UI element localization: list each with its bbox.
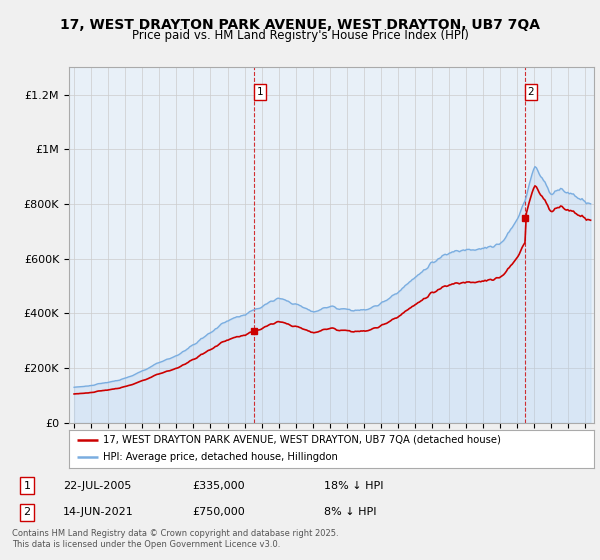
Text: 18% ↓ HPI: 18% ↓ HPI [324,480,383,491]
Text: 22-JUL-2005: 22-JUL-2005 [63,480,131,491]
Text: 2: 2 [527,87,534,97]
Text: 1: 1 [23,480,31,491]
Text: 17, WEST DRAYTON PARK AVENUE, WEST DRAYTON, UB7 7QA (detached house): 17, WEST DRAYTON PARK AVENUE, WEST DRAYT… [103,435,501,445]
Text: HPI: Average price, detached house, Hillingdon: HPI: Average price, detached house, Hill… [103,452,338,463]
Text: 17, WEST DRAYTON PARK AVENUE, WEST DRAYTON, UB7 7QA: 17, WEST DRAYTON PARK AVENUE, WEST DRAYT… [60,18,540,32]
Text: 14-JUN-2021: 14-JUN-2021 [63,507,134,517]
Text: 2: 2 [23,507,31,517]
Text: Price paid vs. HM Land Registry's House Price Index (HPI): Price paid vs. HM Land Registry's House … [131,29,469,42]
Text: Contains HM Land Registry data © Crown copyright and database right 2025.
This d: Contains HM Land Registry data © Crown c… [12,529,338,549]
Text: 1: 1 [256,87,263,97]
Text: £750,000: £750,000 [192,507,245,517]
Text: £335,000: £335,000 [192,480,245,491]
Text: 8% ↓ HPI: 8% ↓ HPI [324,507,377,517]
